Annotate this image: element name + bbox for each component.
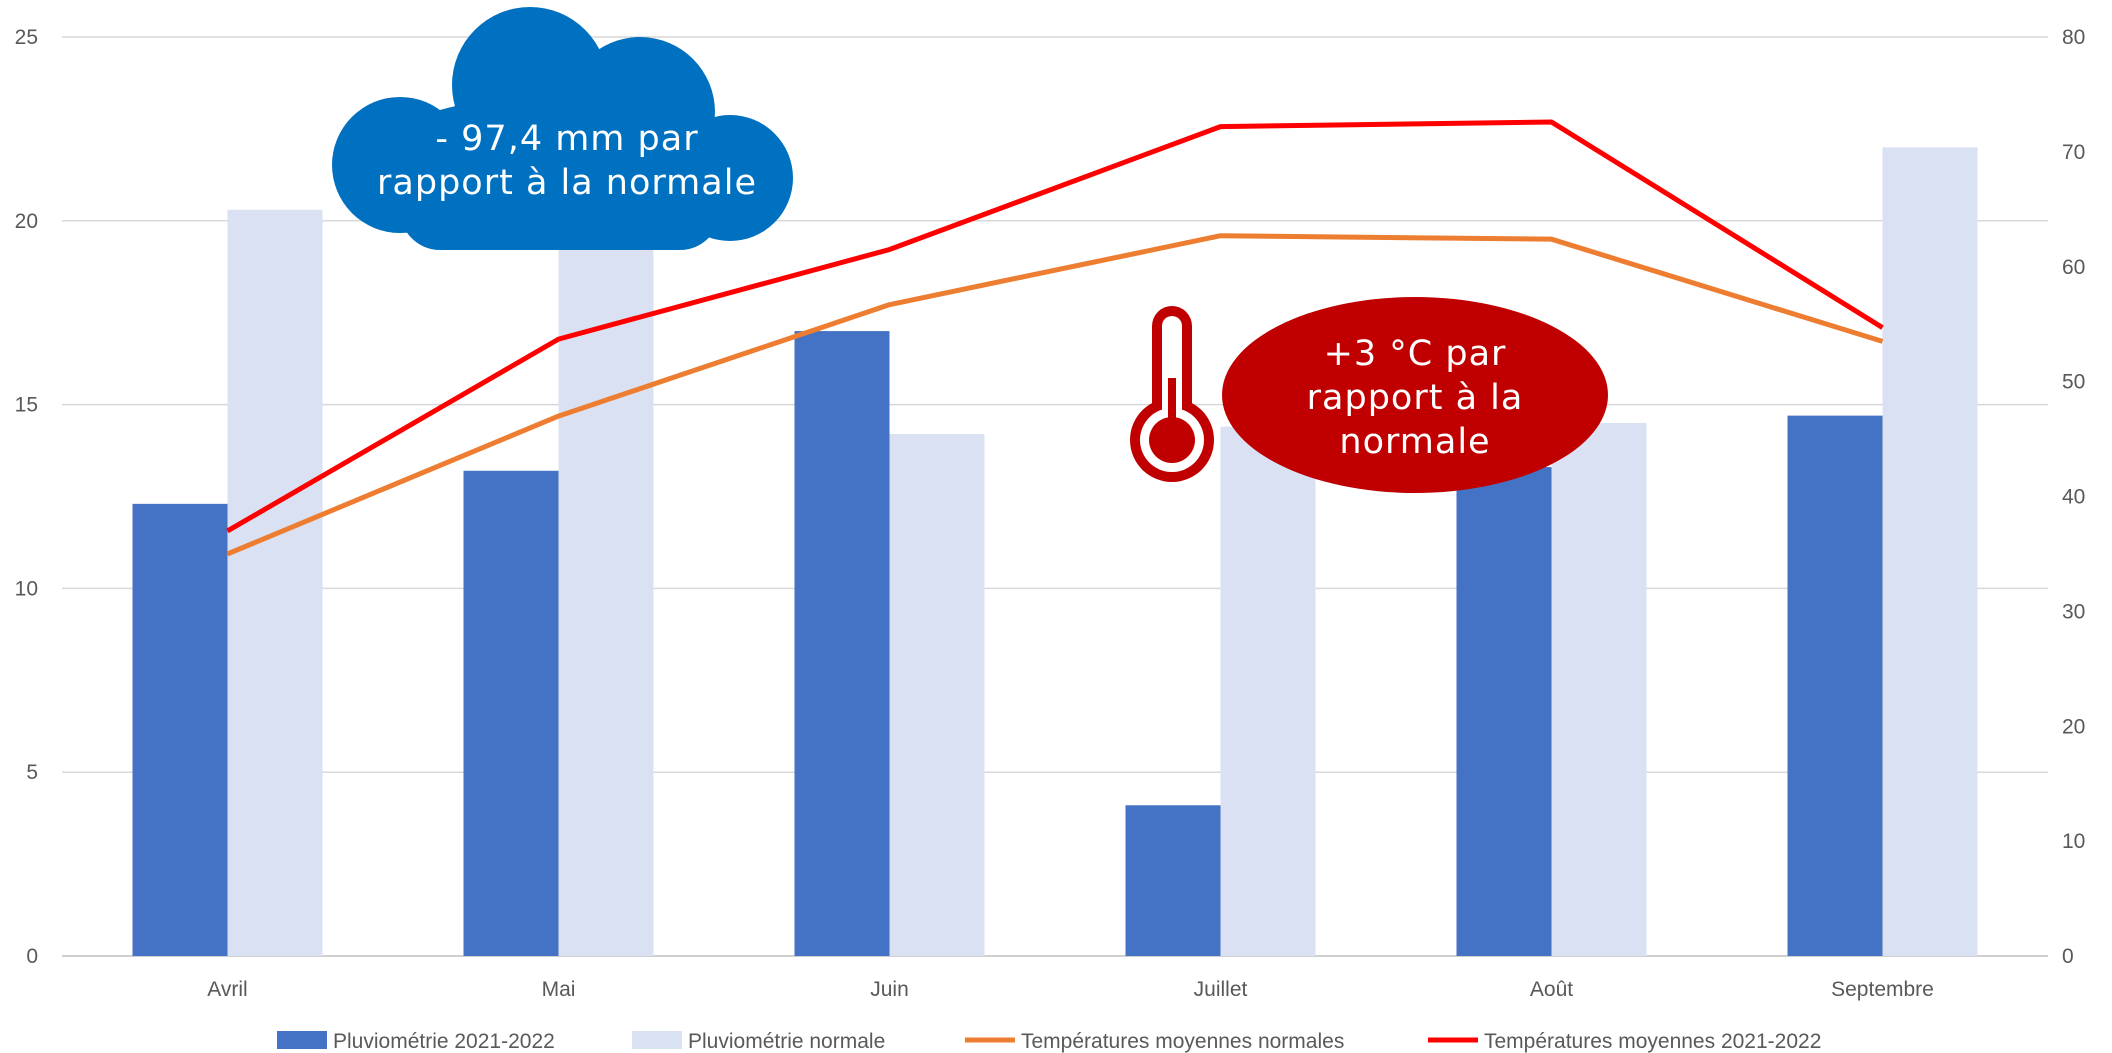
legend-label: Pluviométrie 2021-2022 <box>333 1030 555 1053</box>
y-axis-right: 0 10 20 30 40 50 60 70 80 <box>2062 26 2085 968</box>
y-left-tick-label: 10 <box>15 577 38 600</box>
x-tick-label: Juin <box>870 978 909 1001</box>
line-temperatures-normales <box>226 233 1884 557</box>
bar-pluviometrie-normale <box>1551 422 1647 957</box>
y-left-tick-label: 15 <box>15 394 38 417</box>
y-right-tick-label: 0 <box>2062 945 2074 968</box>
y-right-tick-label: 20 <box>2062 715 2085 738</box>
bar-pluviometrie-normale <box>558 239 654 956</box>
x-tick-label: Avril <box>207 978 247 1001</box>
y-right-tick-label: 10 <box>2062 830 2085 853</box>
legend-label: Températures moyennes normales <box>1021 1030 1344 1053</box>
bar-pluviometrie-2021-2022 <box>1125 805 1221 956</box>
bar-pluviometrie-2021-2022 <box>132 503 228 956</box>
y-axis-left: 0 5 10 15 20 25 <box>15 26 38 968</box>
legend-item: Températures moyennes 2021-2022 <box>1428 1030 1821 1053</box>
x-tick-label: Août <box>1530 978 1573 1001</box>
y-right-tick-label: 40 <box>2062 486 2085 509</box>
temperature-callout: +3 °C par rapport à la normale <box>1222 297 1608 493</box>
rain-deficit-callout: - 97,4 mm par rapport à la normale <box>332 7 793 250</box>
bar-pluviometrie-2021-2022 <box>463 470 559 956</box>
x-axis: Avril Mai Juin Juillet Août Septembre <box>207 978 1934 1001</box>
bar-pluviometrie-normale <box>227 209 323 957</box>
bar-pluviometrie-normale <box>889 434 985 956</box>
y-left-tick-label: 5 <box>26 761 38 784</box>
callout-line: normale <box>1339 422 1490 462</box>
bars <box>132 147 1978 957</box>
legend-item: Pluviométrie normale <box>632 1030 885 1053</box>
x-tick-label: Juillet <box>1194 978 1248 1001</box>
lines <box>226 119 1884 557</box>
bar-pluviometrie-normale <box>1882 147 1978 956</box>
y-right-tick-label: 30 <box>2062 600 2085 623</box>
legend: Pluviométrie 2021-2022 Pluviométrie norma… <box>277 1030 1821 1053</box>
y-right-tick-label: 80 <box>2062 26 2085 49</box>
bar-pluviometrie-2021-2022 <box>794 331 890 957</box>
x-tick-label: Mai <box>542 978 576 1001</box>
y-right-tick-label: 70 <box>2062 141 2085 164</box>
temperature-callout-text: +3 °C par rapport à la normale <box>1307 334 1524 462</box>
cloud-shape <box>332 7 793 250</box>
callout-line: +3 °C par <box>1324 334 1507 374</box>
y-left-tick-label: 20 <box>15 210 38 233</box>
legend-label: Pluviométrie normale <box>688 1030 885 1053</box>
legend-label: Températures moyennes 2021-2022 <box>1484 1030 1821 1053</box>
cloud-callout-text: - 97,4 mm par rapport à la normale <box>377 119 757 203</box>
callout-line: rapport à la <box>1307 378 1524 418</box>
legend-swatch <box>277 1031 327 1049</box>
bar-pluviometrie-normale <box>1220 426 1316 956</box>
y-right-tick-label: 60 <box>2062 256 2085 279</box>
legend-item: Températures moyennes normales <box>965 1030 1344 1053</box>
x-tick-label: Septembre <box>1831 978 1934 1001</box>
legend-swatch <box>632 1031 682 1049</box>
y-right-tick-label: 50 <box>2062 371 2085 394</box>
bar-pluviometrie-2021-2022 <box>1787 415 1883 956</box>
bar-pluviometrie-2021-2022 <box>1456 467 1552 956</box>
temperature-callout-ellipse <box>1222 297 1608 493</box>
y-left-tick-label: 25 <box>15 26 38 49</box>
callout-line: rapport à la normale <box>377 163 757 203</box>
y-left-tick-label: 0 <box>26 945 38 968</box>
callout-line: - 97,4 mm par <box>435 119 698 159</box>
thermometer-icon <box>1130 306 1214 482</box>
legend-item: Pluviométrie 2021-2022 <box>277 1030 555 1053</box>
line-temperatures-2021-2022 <box>226 119 1884 534</box>
